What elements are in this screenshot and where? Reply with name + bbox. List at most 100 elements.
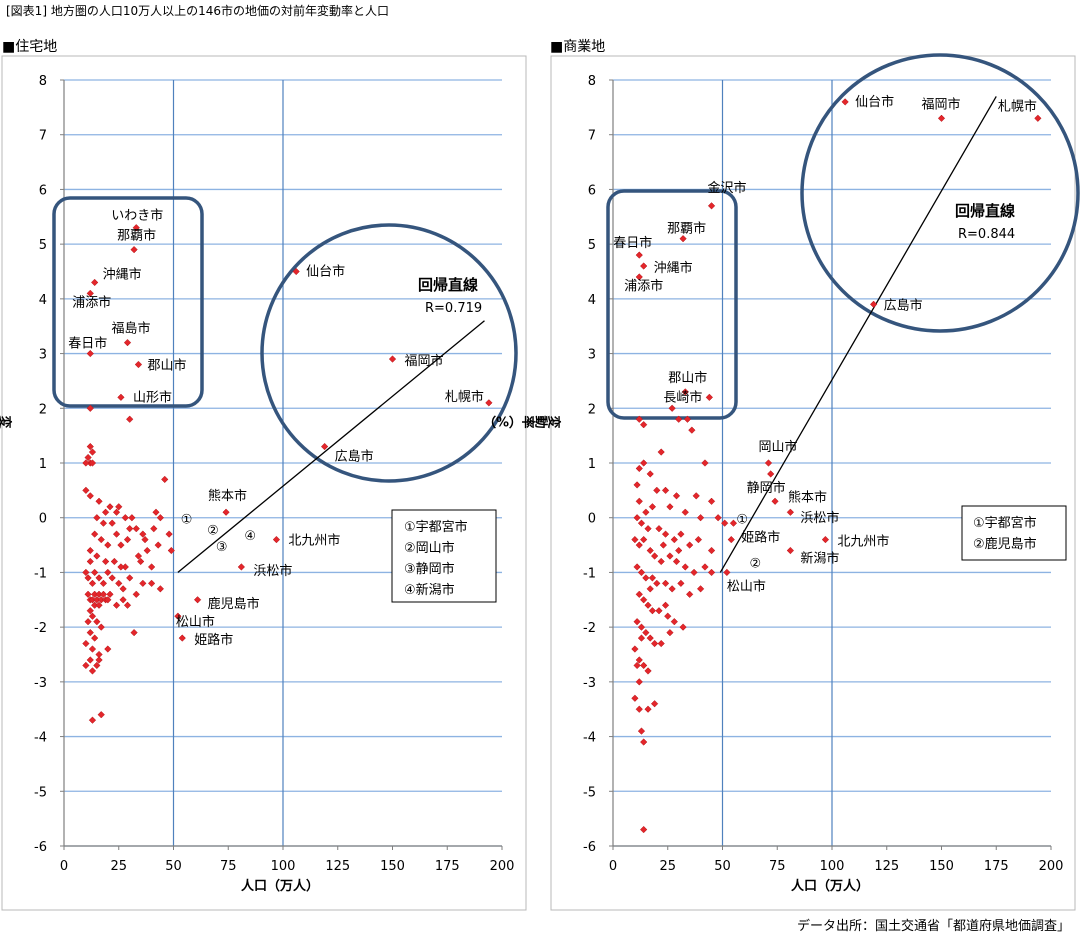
data-point — [88, 645, 97, 653]
y-tick-label: -2 — [34, 621, 47, 636]
data-point — [99, 579, 108, 588]
data-point — [126, 574, 134, 582]
data-point — [690, 568, 698, 577]
regression-segment — [719, 96, 997, 573]
data-point — [657, 448, 665, 456]
data-point — [112, 530, 121, 538]
data-point — [681, 508, 689, 516]
regression-line — [177, 320, 485, 573]
data-source: データ出所：国土交通省「都道府県地価調査」 — [796, 919, 1070, 934]
data-point — [642, 628, 650, 637]
data-point — [112, 601, 121, 609]
data-point — [637, 519, 646, 527]
data-point-labeled — [764, 459, 773, 467]
point-label: 熊本市 — [208, 488, 247, 504]
data-point-labeled — [705, 393, 714, 401]
data-point — [707, 568, 716, 577]
numbered-marker: ③ — [216, 540, 228, 555]
data-point — [637, 623, 646, 631]
data-point-labeled — [727, 535, 735, 544]
data-point — [134, 552, 143, 560]
data-point — [677, 579, 685, 588]
x-tick-label: 75 — [220, 859, 237, 874]
data-point — [97, 535, 105, 544]
data-point — [644, 667, 652, 675]
data-point — [640, 459, 648, 467]
data-point — [650, 639, 659, 648]
data-point — [123, 601, 132, 609]
point-label: 姫路市 — [194, 632, 233, 648]
legend-entries: ①宇都宮市 ②岡山市 ③静岡市 ④新潟市 — [404, 519, 468, 598]
data-point — [696, 585, 705, 593]
highlight-circle-major-cities — [800, 53, 1080, 333]
data-point — [657, 639, 665, 648]
data-point — [112, 508, 121, 516]
data-point — [661, 601, 670, 609]
data-point — [640, 421, 648, 429]
highlight-box-regional — [52, 196, 204, 408]
data-point — [637, 727, 646, 735]
data-point — [143, 546, 151, 555]
data-point — [650, 700, 659, 708]
point-label: 仙台市 — [306, 264, 345, 280]
y-tick-label: 7 — [39, 129, 47, 144]
point-label: 浜松市 — [253, 563, 292, 579]
legend-entry: ②岡山市 — [404, 540, 455, 556]
data-point-labeled — [130, 245, 138, 254]
data-point-labeled — [707, 202, 716, 210]
data-point — [707, 546, 716, 555]
x-tick-label: 125 — [325, 859, 350, 874]
data-point — [95, 574, 103, 582]
data-point-labeled — [123, 338, 132, 347]
data-points — [82, 224, 493, 724]
point-label: 福島市 — [112, 321, 151, 337]
y-tick-label: -4 — [34, 731, 47, 746]
data-point — [633, 563, 641, 571]
point-label: 長崎市 — [663, 389, 702, 405]
y-tick-label: -6 — [34, 840, 47, 855]
point-label: 那覇市 — [667, 221, 706, 237]
data-point — [84, 574, 92, 582]
data-point — [86, 628, 94, 637]
data-point-labeled — [320, 442, 329, 451]
point-label: 春日市 — [613, 235, 652, 251]
x-tick-label: 125 — [874, 859, 899, 874]
x-axis-title: 人口（万人） — [241, 878, 319, 894]
point-label: 広島市 — [335, 449, 374, 465]
x-tick-label: 75 — [769, 859, 786, 874]
data-point-labeled — [635, 251, 643, 259]
x-tick-label: 200 — [490, 859, 515, 874]
y-tick-label: 1 — [39, 457, 47, 472]
data-point — [82, 486, 90, 495]
point-label: 浦添市 — [624, 278, 663, 294]
data-point — [88, 459, 97, 467]
data-point — [635, 656, 643, 664]
data-point — [119, 585, 127, 593]
data-point — [84, 453, 92, 462]
data-point — [655, 525, 663, 533]
data-point — [139, 530, 147, 538]
point-label: 郡山市 — [668, 370, 707, 386]
data-point — [668, 404, 676, 412]
data-point — [121, 514, 129, 522]
data-point-labeled — [485, 399, 493, 407]
point-label: 郡山市 — [147, 358, 186, 374]
data-point — [701, 563, 709, 571]
point-label: 新潟市 — [800, 551, 839, 567]
data-point — [126, 525, 134, 533]
y-tick-label: 0 — [588, 512, 596, 527]
data-point — [108, 519, 116, 527]
data-point-labeled — [134, 360, 143, 369]
axes — [609, 79, 1052, 850]
data-point — [101, 557, 110, 566]
data-point — [631, 694, 639, 702]
data-point — [642, 574, 650, 582]
data-point — [707, 497, 716, 505]
legend-entries: ①宇都宮市 ②鹿児島市 — [973, 515, 1037, 552]
data-point — [132, 525, 140, 533]
data-point — [633, 481, 641, 489]
point-label: 仙台市 — [855, 94, 894, 110]
reference-lines — [172, 80, 284, 846]
data-point-labeled — [681, 388, 689, 396]
data-point-labeled — [272, 535, 281, 544]
